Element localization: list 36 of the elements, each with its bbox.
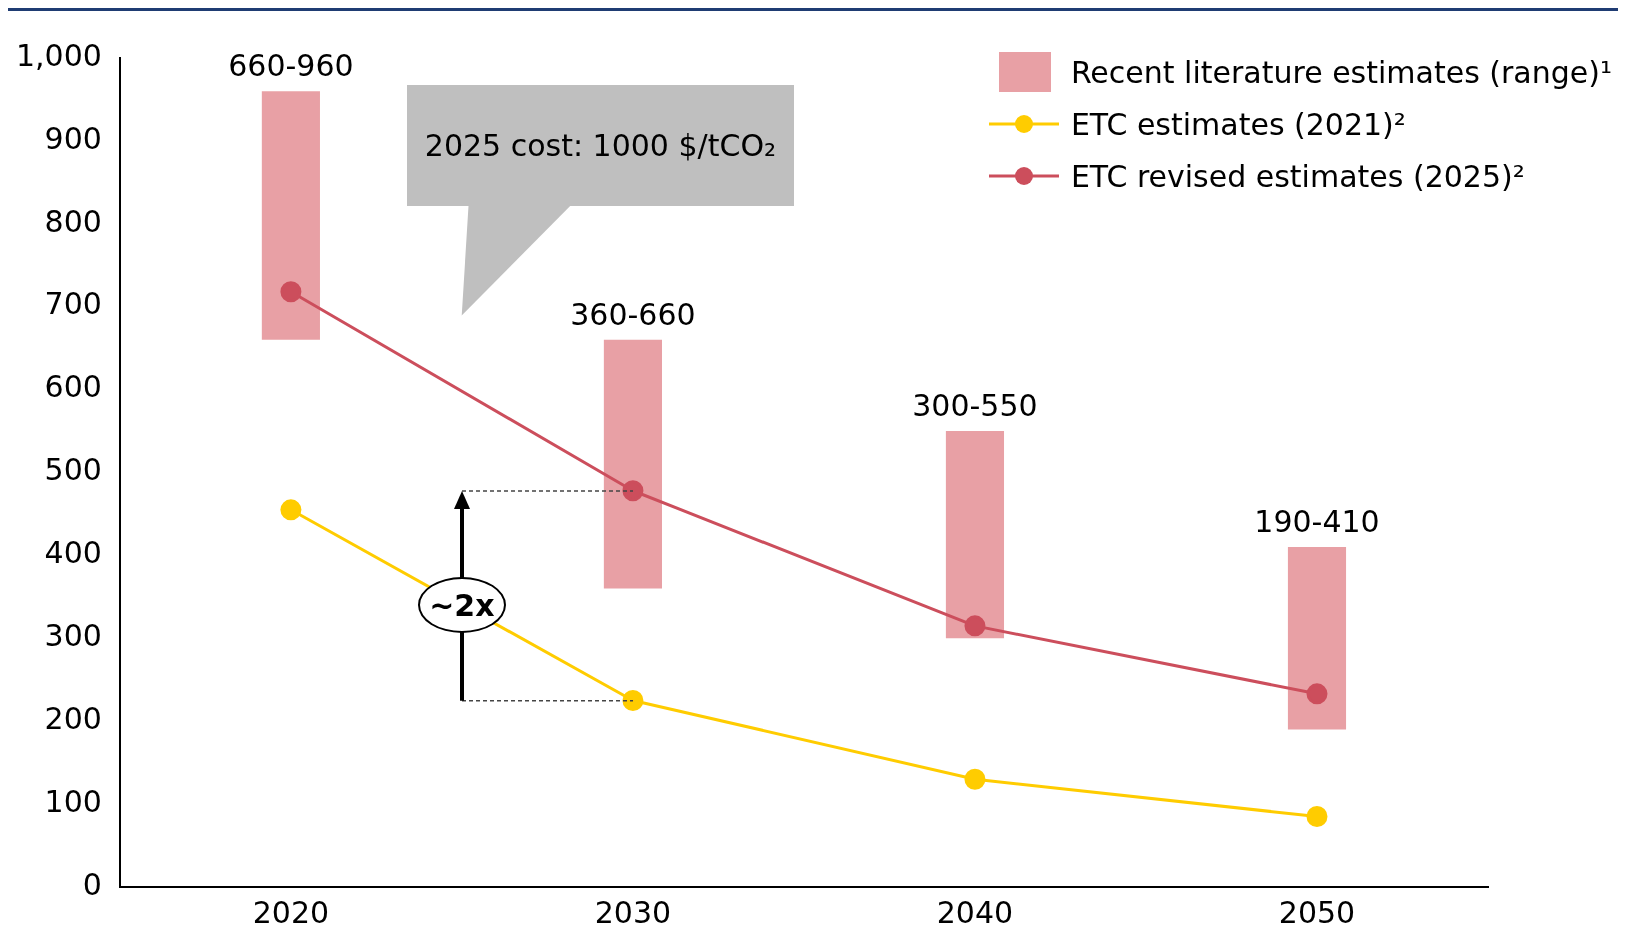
y-tick-label: 100 [44,783,102,819]
y-tick-label: 500 [44,452,102,488]
data-label: 360-660 [570,296,696,332]
bar [1287,547,1347,730]
data-label: 660-960 [228,47,354,83]
y-tick-label: 800 [44,203,102,239]
x-tick-label: 2040 [936,894,1014,930]
y-tick-label: 200 [44,701,102,736]
y-tick-label: 1,000 [15,37,102,73]
legend-label: ETC revised estimates (2025)² [1070,158,1525,194]
point [622,689,644,711]
y-tick-label: 0 [82,866,102,902]
oval-outline: ~2x [417,577,506,634]
data-label: 300-550 [912,387,1038,423]
legend-label: Recent literature estimates (range)¹ [1070,54,1612,90]
bar [945,431,1005,639]
legend-label: ETC estimates (2021)² [1070,106,1406,142]
point [964,615,986,637]
y-tick-label: 400 [44,535,102,571]
point [622,480,644,502]
x-tick-label: 2030 [594,894,672,930]
data-label: 190-410 [1254,503,1380,539]
point [1306,683,1328,705]
y-tick-label: 600 [44,369,102,405]
y-tick-label: 700 [44,286,102,322]
y-tick-label: 900 [44,120,102,156]
point [280,281,302,303]
point [1306,806,1328,828]
annotation: 2025 cost: 1000 $/tCO₂ [424,126,777,165]
y-tick-label: 300 [44,618,102,654]
bar [261,91,320,340]
point [964,768,986,790]
bar [603,339,662,589]
x-tick-label: 2020 [252,894,330,930]
point [280,499,302,521]
x-tick-label: 2050 [1278,894,1356,930]
